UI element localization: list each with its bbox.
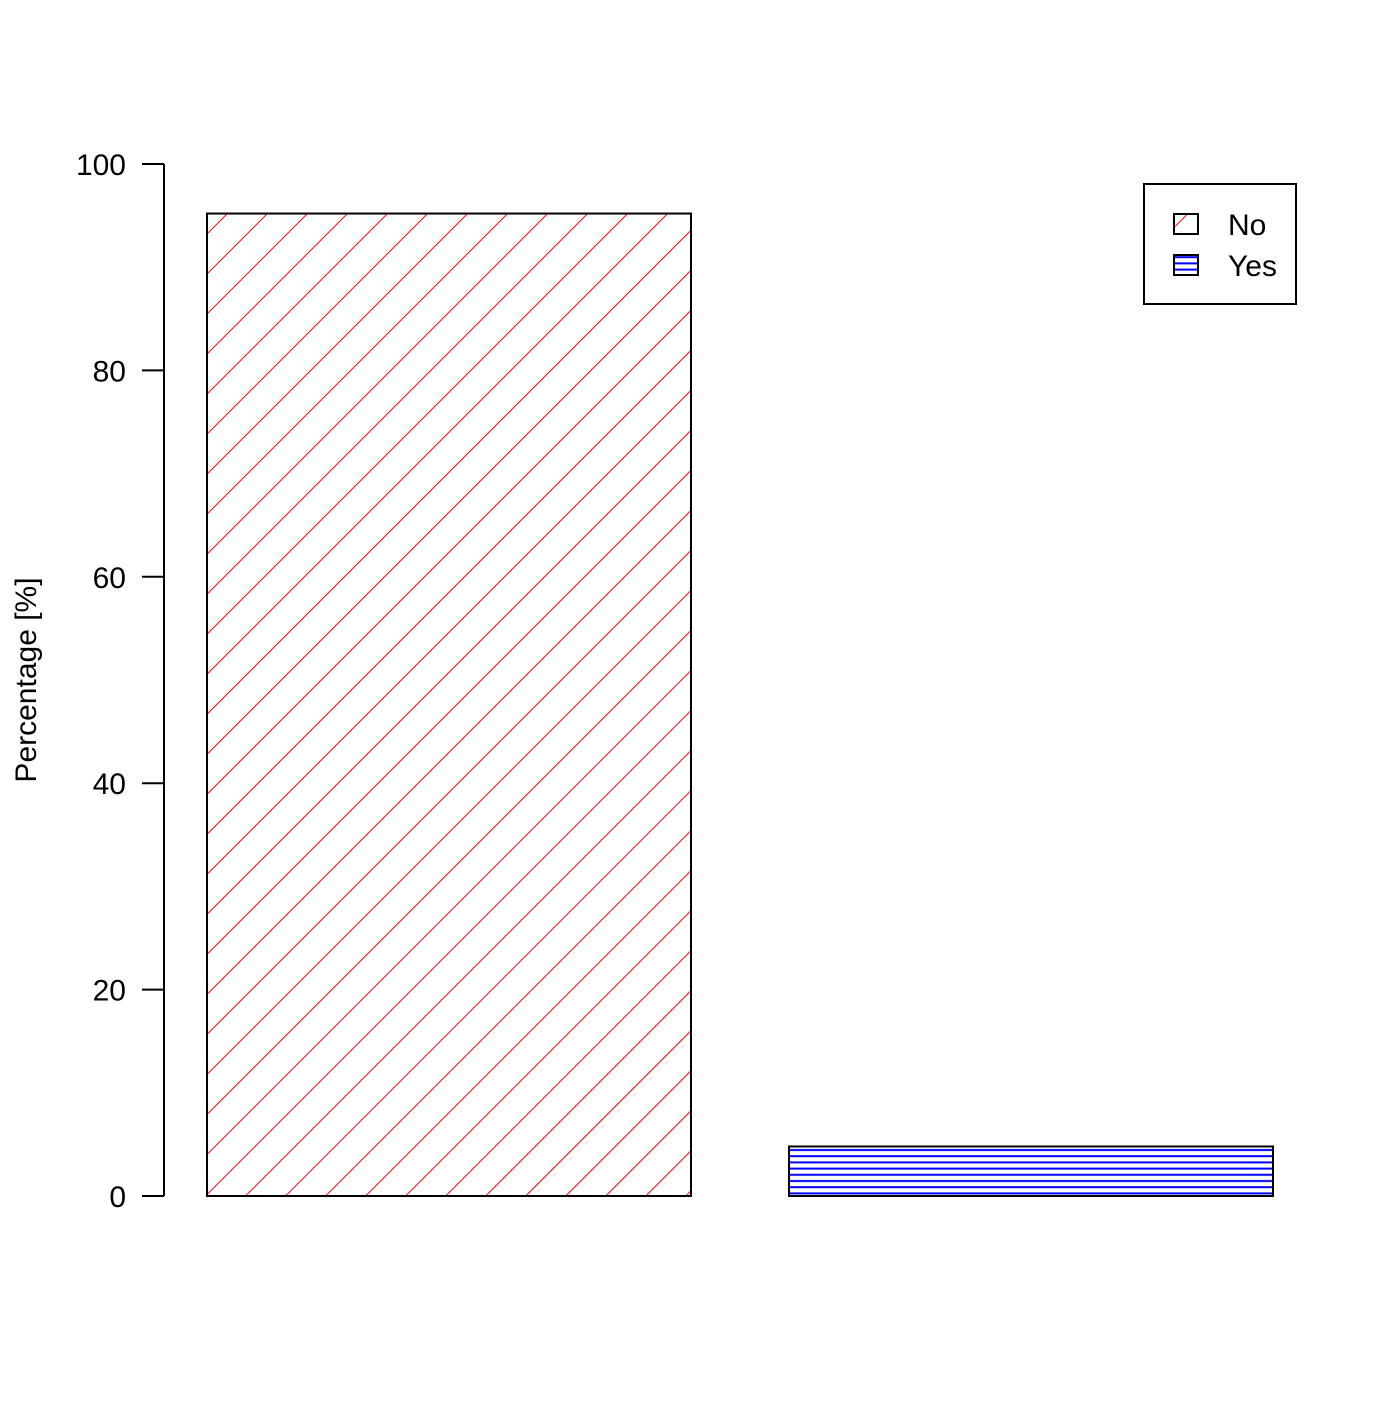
legend-swatch-yes [1173,254,1199,276]
y-tick-label: 60 [93,562,126,595]
legend-label-no: No [1228,209,1266,242]
y-ticks: 0 20 40 60 80 100 [76,149,164,1214]
y-axis: 0 20 40 60 80 100 [76,149,165,1214]
y-tick-label: 40 [93,768,126,801]
y-tick-label: 100 [76,149,126,182]
y-tick-label: 20 [93,975,126,1008]
y-axis-label: Percentage [%] [10,577,43,782]
legend-label-yes: Yes [1228,250,1277,283]
legend: No Yes [1143,183,1297,305]
bar-yes [788,1145,1274,1197]
legend-swatch-no [1173,213,1199,235]
bars [206,212,1274,1197]
y-tick-label: 0 [109,1181,126,1214]
bar-no [206,212,692,1197]
legend-box [1143,183,1297,305]
y-tick-label: 80 [93,355,126,388]
